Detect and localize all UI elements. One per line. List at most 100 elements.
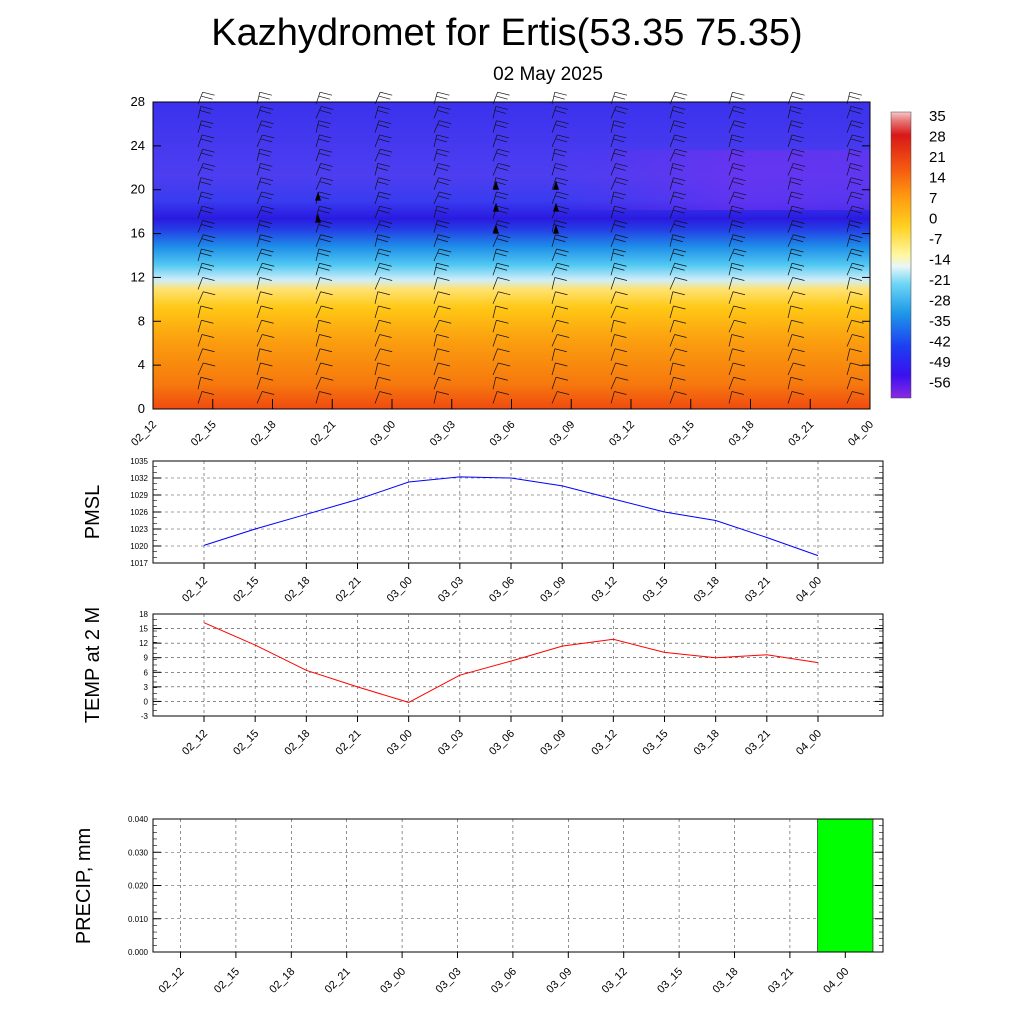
wind-barb bbox=[315, 362, 321, 376]
wind-barb bbox=[433, 248, 440, 262]
wind-barb-flag bbox=[613, 248, 626, 253]
wind-barb-flag bbox=[317, 195, 329, 200]
wind-barb-flag bbox=[731, 238, 744, 243]
wind-barb-flag bbox=[615, 163, 628, 167]
wind-barb bbox=[492, 305, 497, 319]
temp-axis-label: TEMP at 2 M bbox=[82, 607, 104, 723]
wind-barb bbox=[492, 377, 497, 390]
wind-barb-flag bbox=[376, 238, 388, 243]
wind-barb-flag bbox=[379, 224, 391, 228]
wind-barb bbox=[197, 149, 203, 162]
wind-barb-flag bbox=[673, 305, 686, 310]
temp-grid bbox=[153, 614, 883, 716]
wind-barb-flag bbox=[672, 181, 684, 186]
cross-section-y-tick-label: 28 bbox=[131, 94, 145, 109]
wind-barb bbox=[374, 362, 379, 376]
wind-barb-flag bbox=[202, 348, 215, 353]
wind-barb-flag bbox=[494, 110, 506, 114]
wind-barb bbox=[728, 177, 734, 190]
wind-barb-flag bbox=[556, 248, 569, 253]
wind-barb bbox=[256, 362, 261, 376]
wind-barb bbox=[197, 163, 204, 176]
wind-barb bbox=[433, 362, 439, 376]
wind-barb-flag bbox=[258, 95, 270, 100]
colorbar-label: 35 bbox=[929, 108, 946, 125]
wind-barb-flag bbox=[201, 319, 214, 324]
wind-barb-flag bbox=[260, 163, 273, 167]
wind-barb bbox=[433, 191, 440, 205]
pmsl-x-tick-label: 03_21 bbox=[743, 575, 773, 605]
wind-barb bbox=[315, 277, 321, 290]
wind-barb-flag bbox=[496, 95, 508, 100]
precip-y-tick-label: 0.040 bbox=[128, 815, 149, 824]
wind-barb-flag bbox=[557, 262, 570, 267]
wind-barb-flag bbox=[439, 120, 452, 125]
wind-barb bbox=[433, 263, 438, 276]
wind-barb-flag bbox=[613, 224, 626, 228]
wind-barb-flag bbox=[557, 391, 570, 395]
wind-barb bbox=[728, 348, 733, 361]
wind-barb-flag bbox=[791, 334, 805, 338]
wind-barb bbox=[197, 334, 203, 347]
wind-barb bbox=[846, 206, 853, 219]
wind-barb bbox=[197, 220, 203, 233]
wind-barb bbox=[610, 362, 616, 376]
cross-section-x-tick-label: 02_21 bbox=[308, 419, 338, 449]
wind-barb-flag bbox=[201, 152, 213, 157]
wind-barb-flag bbox=[790, 138, 803, 143]
wind-barb-flag bbox=[850, 195, 862, 200]
wind-barb-flag bbox=[496, 319, 509, 324]
pmsl-y-tick-label: 1035 bbox=[130, 457, 148, 466]
cross-section-x-tick-label: 02_15 bbox=[189, 419, 219, 449]
precip-bars bbox=[817, 818, 874, 953]
wind-barb-flag bbox=[202, 238, 214, 243]
precip-x-tick-label: 02_18 bbox=[267, 966, 297, 996]
wind-barb-flag bbox=[615, 110, 627, 114]
wind-barb-flag bbox=[732, 163, 746, 167]
wind-barb-flag bbox=[614, 391, 627, 395]
cross-section-y-tick-label: 4 bbox=[138, 357, 145, 372]
wind-barb bbox=[728, 106, 734, 119]
wind-barb-flag bbox=[378, 305, 391, 310]
wind-barb-flag bbox=[673, 248, 687, 253]
wind-barb bbox=[669, 206, 675, 219]
wind-barb bbox=[610, 334, 615, 347]
pmsl-axis-label: PMSL bbox=[82, 485, 104, 539]
wind-barb bbox=[256, 305, 262, 319]
wind-barb bbox=[433, 134, 438, 148]
precip-x-tick-label: 03_12 bbox=[600, 966, 630, 996]
wind-barb-flag bbox=[261, 191, 274, 196]
wind-barb-flag bbox=[851, 138, 863, 143]
wind-barb bbox=[374, 134, 380, 148]
wind-barb-flag bbox=[732, 110, 744, 114]
wind-barb-flag bbox=[673, 376, 686, 381]
wind-barb bbox=[787, 120, 792, 133]
wind-barb-flag bbox=[851, 248, 864, 253]
wind-barb-flag bbox=[790, 376, 803, 381]
wind-barb-flag bbox=[435, 138, 447, 143]
wind-barb-flag bbox=[437, 148, 450, 153]
wind-barb-flag bbox=[556, 138, 568, 143]
wind-barb-flag bbox=[732, 220, 745, 224]
wind-barb bbox=[728, 362, 734, 376]
cross-section-y-tick-label: 0 bbox=[138, 401, 145, 416]
wind-barb bbox=[846, 106, 852, 119]
wind-barb-flag bbox=[616, 305, 629, 310]
temp-x-tick-label: 03_21 bbox=[743, 728, 773, 758]
precip-x-tick-label: 04_00 bbox=[821, 966, 851, 996]
wind-barb bbox=[256, 248, 262, 262]
wind-barb-flag bbox=[556, 191, 569, 196]
wind-barb-flag bbox=[262, 205, 275, 210]
wind-barb-flag bbox=[849, 148, 862, 153]
pmsl-x-tick-label: 03_00 bbox=[385, 575, 415, 605]
wind-barb-flag bbox=[377, 234, 390, 239]
wind-barb bbox=[197, 248, 202, 262]
wind-barb-flag bbox=[673, 266, 685, 271]
precip-x-tick-label: 03_03 bbox=[434, 966, 464, 996]
wind-barb-flag bbox=[377, 124, 390, 129]
wind-barb-flag bbox=[673, 120, 687, 125]
wind-barb-flag bbox=[437, 163, 451, 167]
wind-barb-flag bbox=[675, 277, 688, 281]
wind-barb bbox=[256, 220, 261, 233]
